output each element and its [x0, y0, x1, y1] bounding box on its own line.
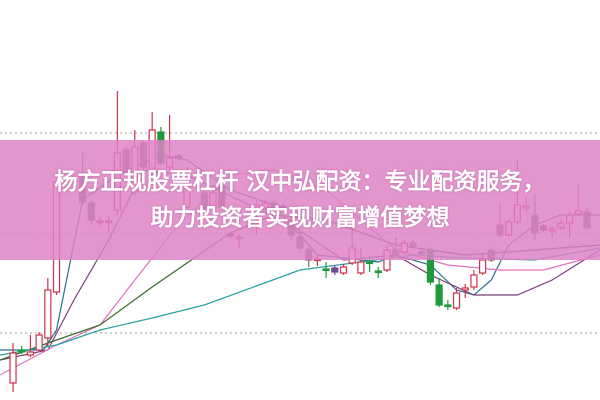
banner-title-line-2: 助力投资者实现财富增值梦想 — [150, 205, 450, 231]
candle-body — [322, 268, 330, 272]
candle-body — [435, 284, 443, 306]
candle-body — [470, 274, 478, 288]
candle-body — [461, 287, 469, 291]
candle-body — [357, 261, 365, 274]
candle-body — [35, 334, 43, 351]
candle-body — [339, 266, 348, 274]
candle-body — [9, 352, 17, 384]
candle-body — [479, 259, 487, 274]
candle-body — [452, 292, 461, 309]
title-banner: 杨方正规股票杠杆 汉中弘配资：专业配资服务， 助力投资者实现财富增值梦想 — [0, 140, 600, 260]
candle-body — [18, 349, 26, 353]
candle-body — [365, 261, 374, 265]
moving-average-line — [0, 247, 600, 356]
candle-body — [444, 304, 452, 308]
candle-body — [374, 270, 382, 274]
banner-title-line-1: 杨方正规股票杠杆 汉中弘配资：专业配资服务， — [54, 169, 546, 195]
candle-body — [331, 267, 339, 273]
candle-body — [44, 289, 52, 339]
candle-body — [26, 351, 35, 356]
